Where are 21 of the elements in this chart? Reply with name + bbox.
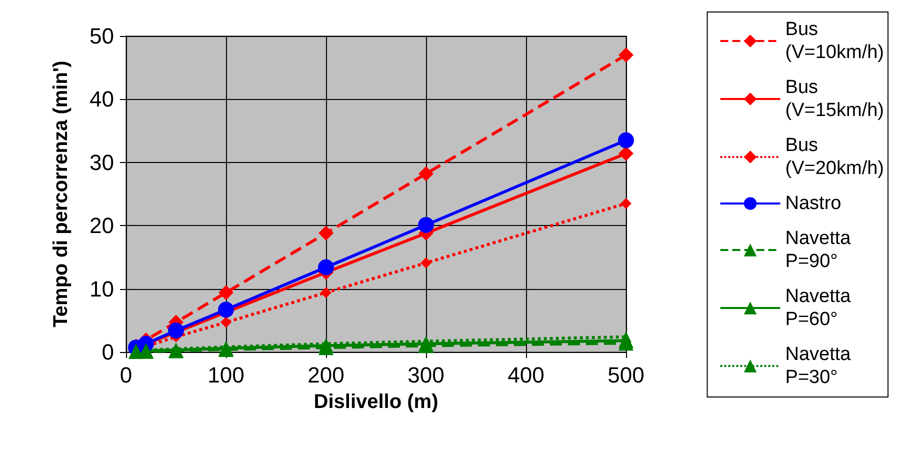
x-axis-title: Dislivello (m) (314, 391, 438, 413)
legend-label: Navetta P=30° (785, 344, 852, 388)
x-tick-label: 200 (308, 362, 344, 388)
y-tick-label: 10 (90, 276, 114, 302)
legend-label: Nastro (785, 193, 842, 214)
y-tick-label: 30 (90, 150, 114, 175)
y-tick-label: 0 (102, 340, 114, 364)
legend-label: Bus (V=20km/h) (785, 135, 884, 179)
y-axis-title: Tempo di percorrenza (min') (50, 60, 72, 328)
x-tick-label: 300 (408, 362, 444, 388)
legend-label: Navetta P=60° (785, 286, 852, 330)
x-tick-label: 400 (508, 362, 544, 388)
y-tick-label: 20 (90, 213, 114, 238)
x-tick-label: 100 (208, 362, 244, 388)
legend-label: Navetta P=90° (785, 228, 852, 272)
legend-label: Bus (V=15km/h) (785, 77, 884, 121)
x-tick-label: 0 (120, 362, 132, 388)
legend-label: Bus (V=10km/h) (785, 19, 884, 63)
y-tick-label: 50 (90, 24, 114, 48)
y-tick-label: 40 (90, 86, 114, 112)
x-tick-label: 500 (608, 362, 644, 388)
